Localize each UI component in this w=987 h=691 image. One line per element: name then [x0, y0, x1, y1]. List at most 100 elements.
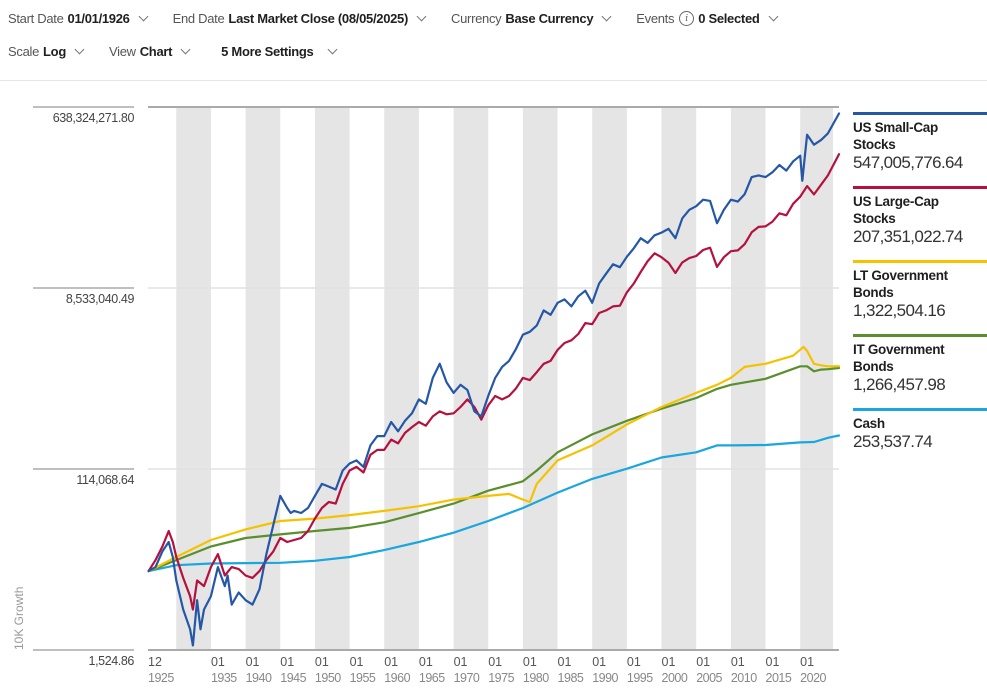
scale-label: Scale	[8, 44, 40, 59]
more-settings-dropdown[interactable]: 5 More Settings	[221, 44, 338, 59]
legend-value: 1,266,457.98	[853, 375, 946, 394]
series-line-cash	[147, 434, 841, 573]
x-tick-month: 01	[384, 655, 398, 669]
shaded-band	[661, 107, 697, 650]
more-settings-label: 5 More Settings	[221, 44, 314, 59]
x-axis-ticks: 12 1925 01 1935 01 1940 01 1945 01 1950 01 1955 01 19…	[148, 655, 827, 685]
x-tick-year: 2000	[662, 671, 688, 685]
x-tick-month: 12	[148, 655, 162, 669]
y-tick-label: 8,533,040.49	[66, 292, 135, 306]
chevron-down-icon	[416, 11, 427, 22]
scale-dropdown[interactable]: Scale Log	[8, 44, 85, 59]
shaded-bands	[176, 107, 833, 650]
end-date-value: Last Market Close (08/05/2025)	[228, 11, 409, 26]
x-tick-month: 01	[488, 655, 502, 669]
x-tick-year: 1985	[558, 671, 584, 685]
x-tick-month: 01	[315, 655, 329, 669]
legend-name-line1: Cash	[853, 416, 885, 431]
x-tick-year: 1940	[246, 671, 272, 685]
legend-name-line1: US Large-Cap	[853, 194, 939, 209]
legend-name-line1: LT Government	[853, 268, 948, 283]
currency-value: Base Currency	[505, 11, 594, 26]
shaded-band	[245, 107, 281, 650]
x-tick-year: 2010	[731, 671, 757, 685]
x-tick-year: 2020	[800, 671, 826, 685]
x-tick-month: 01	[696, 655, 710, 669]
x-tick-year: 1925	[148, 671, 174, 685]
series-line-us-small-cap-stocks	[147, 112, 841, 647]
chevron-down-icon	[768, 11, 778, 22]
x-tick-year: 2005	[696, 671, 722, 685]
currency-label: Currency	[451, 11, 502, 26]
shaded-band	[176, 107, 211, 650]
x-tick-month: 01	[592, 655, 606, 669]
series-lines	[147, 112, 841, 647]
settings-row-2: Scale Log View Chart 5 More Settings	[8, 44, 362, 59]
chart-settings-toolbar: Start Date 01/01/1926 End Date Last Mark…	[0, 0, 987, 81]
start-date-value: 01/01/1926	[67, 11, 130, 26]
x-tick-month: 01	[523, 655, 537, 669]
settings-row-1: Start Date 01/01/1926 End Date Last Mark…	[8, 11, 803, 26]
y-tick-label: 1,524.86	[89, 654, 135, 668]
legend-value: 1,322,504.16	[853, 301, 946, 320]
chevron-down-icon	[328, 44, 338, 55]
chevron-down-icon	[74, 44, 85, 55]
legend-value: 253,537.74	[853, 432, 933, 451]
x-tick-year: 1950	[315, 671, 341, 685]
x-tick-year: 1980	[523, 671, 549, 685]
events-label: Events	[636, 11, 675, 26]
series-line-it-government-bonds	[147, 365, 841, 573]
legend-name-line2: Bonds	[853, 359, 894, 374]
legend-value: 547,005,776.64	[853, 153, 963, 172]
series-line-us-large-cap-stocks	[147, 153, 841, 611]
x-tick-year: 1995	[627, 671, 653, 685]
legend-item[interactable]: LT Government Bonds 1,322,504.16	[853, 260, 987, 321]
grid-lines	[148, 106, 839, 651]
start-date-label: Start Date	[8, 11, 64, 26]
chevron-down-icon	[601, 11, 612, 22]
x-tick-year: 2015	[766, 671, 792, 685]
x-tick-year: 1965	[419, 671, 445, 685]
scale-value: Log	[43, 44, 66, 59]
legend-item[interactable]: US Small-Cap Stocks 547,005,776.64	[853, 112, 987, 173]
legend-name-line2: Bonds	[853, 285, 894, 300]
shaded-band	[453, 107, 489, 650]
end-date-dropdown[interactable]: End Date Last Market Close (08/05/2025)	[173, 11, 427, 26]
x-tick-year: 1990	[592, 671, 618, 685]
legend-item[interactable]: US Large-Cap Stocks 207,351,022.74	[853, 186, 987, 247]
y-tick-label: 638,324,271.80	[53, 111, 135, 125]
shaded-band	[314, 107, 350, 650]
shaded-band	[800, 107, 833, 650]
x-tick-month: 01	[246, 655, 260, 669]
x-tick-year: 1970	[454, 671, 480, 685]
view-label: View	[108, 44, 136, 59]
legend-item[interactable]: Cash 253,537.74	[853, 408, 987, 452]
view-dropdown[interactable]: View Chart	[108, 44, 191, 59]
events-dropdown[interactable]: Events i 0 Selected	[636, 11, 778, 26]
shaded-band	[730, 107, 766, 650]
x-tick-month: 01	[766, 655, 780, 669]
events-value: 0 Selected	[698, 11, 760, 26]
x-tick-month: 01	[731, 655, 745, 669]
legend-color-bar	[853, 334, 987, 337]
x-tick-month: 01	[280, 655, 294, 669]
chart-legend: US Small-Cap Stocks 547,005,776.64 US La…	[853, 112, 987, 465]
x-tick-month: 01	[662, 655, 676, 669]
y-tick-label: 114,068.64	[76, 473, 134, 487]
legend-color-bar	[853, 112, 987, 115]
legend-color-bar	[853, 408, 987, 411]
legend-item[interactable]: IT Government Bonds 1,266,457.98	[853, 334, 987, 395]
legend-color-bar	[853, 186, 987, 189]
info-icon[interactable]: i	[679, 11, 695, 26]
x-tick-year: 1945	[280, 671, 306, 685]
legend-color-bar	[853, 260, 987, 263]
legend-name-line1: US Small-Cap	[853, 120, 938, 135]
shaded-band	[592, 107, 627, 650]
x-tick-month: 01	[627, 655, 641, 669]
x-tick-year: 1960	[384, 671, 410, 685]
currency-dropdown[interactable]: Currency Base Currency	[451, 11, 612, 26]
x-tick-month: 01	[211, 655, 225, 669]
y-axis-ticks: 638,324,271.80 8,533,040.49 114,068.64 1,52…	[33, 106, 135, 668]
legend-name-line1: IT Government	[853, 342, 945, 357]
start-date-dropdown[interactable]: Start Date 01/01/1926	[8, 11, 149, 26]
